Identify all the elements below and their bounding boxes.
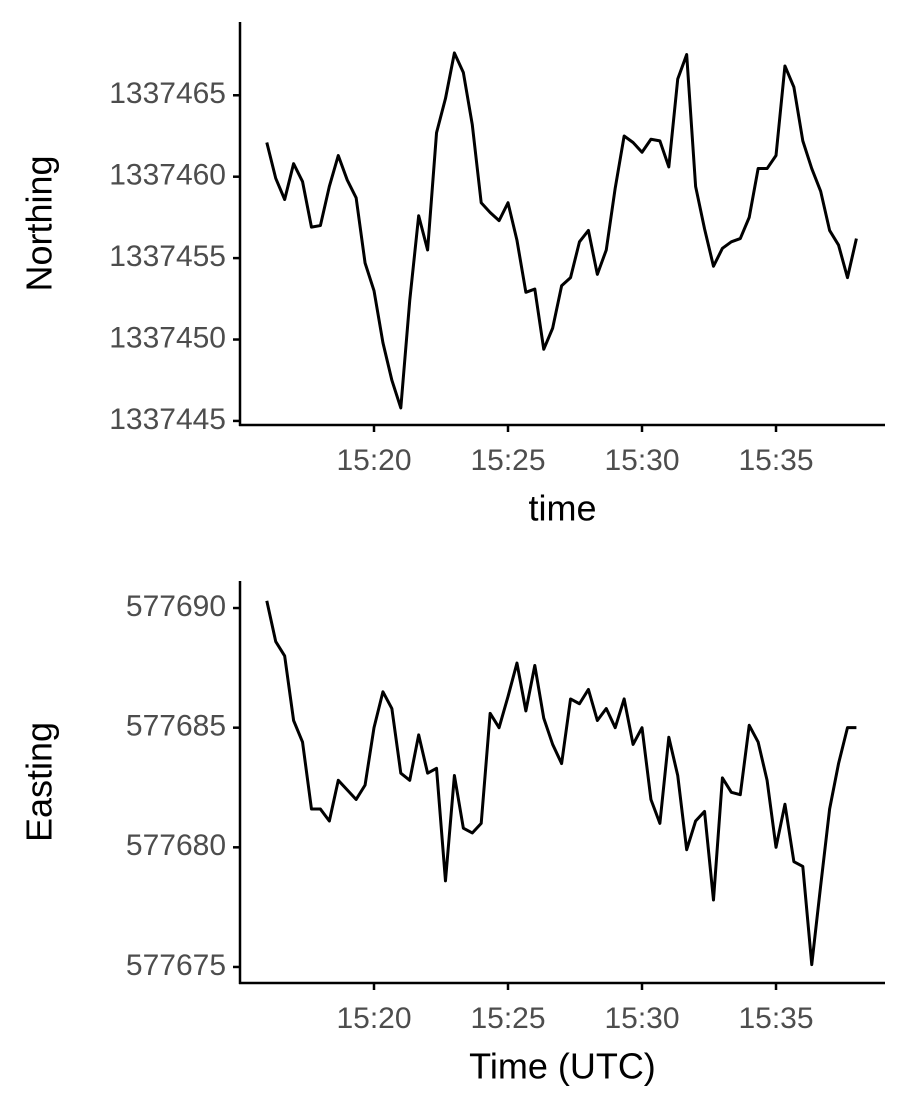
y-tick-label: 1337455 [109, 240, 226, 273]
y-tick-label: 577685 [126, 710, 226, 743]
y-tick-label: 577680 [126, 829, 226, 862]
y-tick-label: 577675 [126, 949, 226, 982]
y-axis-title: Northing [19, 155, 60, 291]
x-tick-label: 15:30 [604, 1002, 679, 1035]
x-tick-label: 15:30 [604, 444, 679, 477]
y-tick-label: 1337465 [109, 77, 226, 110]
y-tick-label: 1337445 [109, 403, 226, 436]
y-tick-label: 577690 [126, 590, 226, 623]
y-axis-title: Easting [19, 722, 60, 842]
x-tick-label: 15:20 [336, 444, 411, 477]
y-tick-label: 1337460 [109, 159, 226, 192]
x-tick-label: 15:35 [738, 1002, 813, 1035]
data-line [265, 600, 857, 967]
data-line [265, 51, 858, 410]
x-tick-label: 15:25 [470, 444, 545, 477]
y-tick-label: 1337450 [109, 321, 226, 354]
x-tick-label: 15:20 [336, 1002, 411, 1035]
x-axis-title: Time (UTC) [469, 1046, 656, 1087]
x-tick-label: 15:25 [470, 1002, 545, 1035]
x-axis-title: time [528, 488, 596, 529]
x-tick-label: 15:35 [738, 444, 813, 477]
